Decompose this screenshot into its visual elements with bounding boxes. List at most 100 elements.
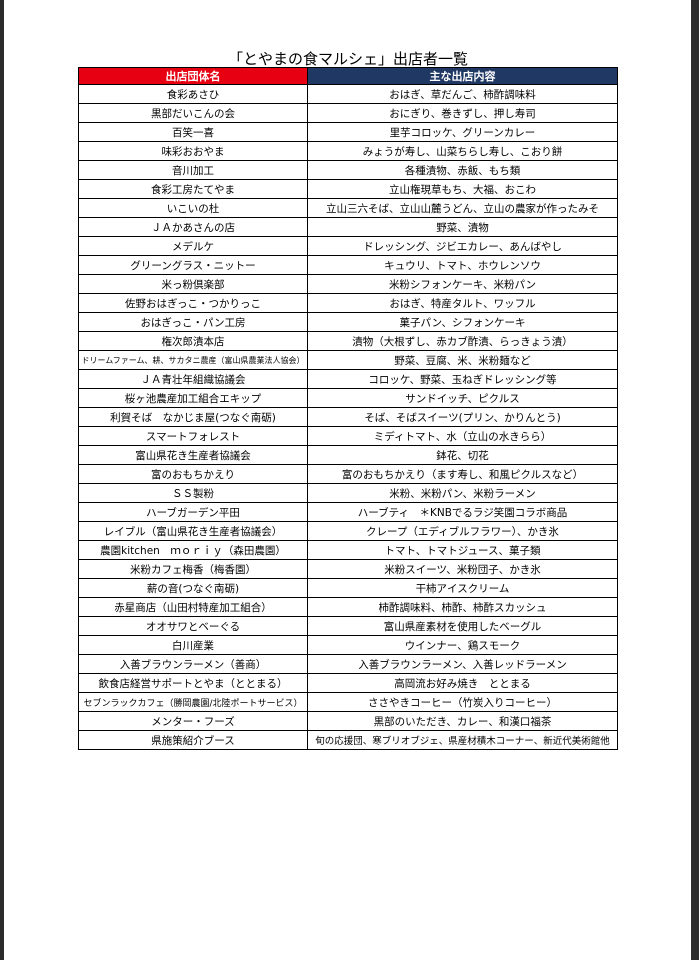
exhibit-content: キュウリ、トマト、ホウレンソウ [307, 255, 618, 275]
exhibit-content: ドレッシング、ジビエカレー、あんばやし [307, 236, 618, 256]
exhibit-content: 里芋コロッケ、グリーンカレー [307, 122, 618, 142]
exhibitor-name: おはぎっこ・パン工房 [78, 312, 308, 332]
exhibitor-name: ハーブガーデン平田 [78, 502, 308, 522]
table-row: 農園kitchen ｍｏｒｉｙ（森田農園） トマト、トマトジュース、菓子類 [78, 540, 618, 560]
table-row: ＪＡ青壮年組織協議会 コロッケ、野菜、玉ねぎドレッシング等 [78, 369, 618, 389]
table-row: 飲食店経営サポートとやま（ととまる） 高岡流お好み焼き ととまる [78, 673, 618, 693]
exhibitor-name: ＪＡかあさんの店 [78, 217, 308, 237]
exhibit-content: 野菜、漬物 [307, 217, 618, 237]
exhibitor-name: 百笑一喜 [78, 122, 308, 142]
exhibitor-name: 黒部だいこんの会 [78, 103, 308, 123]
header-cell: 出店団体名 [78, 67, 308, 85]
exhibit-content: 米粉スイーツ、米粉団子、かき氷 [307, 559, 618, 579]
exhibitor-name: 赤星商店（山田村特産加工組合） [78, 597, 308, 617]
exhibitor-name: 県施策紹介ブース [78, 730, 308, 750]
table-row: 富山県花き生産者協議会 鉢花、切花 [78, 445, 618, 465]
exhibitor-name: 味彩おおやま [78, 141, 308, 161]
table-row: ドリームファーム、耕、サカタニ農産（富山県農業法人協会） 野菜、豆腐、米、米粉麺な… [78, 350, 618, 370]
exhibit-content: 富山県産素材を使用したベーグル [307, 616, 618, 636]
exhibitor-name: 食彩あさひ [78, 84, 308, 104]
exhibitor-name: メデルケ [78, 236, 308, 256]
exhibitor-name: ＳＳ製粉 [78, 483, 308, 503]
exhibit-content: 漬物（大根ずし、赤カブ酢漬、らっきょう漬） [307, 331, 618, 351]
exhibitor-name: 桜ヶ池農産加工組合エキップ [78, 388, 308, 408]
table-row: いこいの杜 立山三六そば、立山山麓うどん、立山の農家が作ったみそ [78, 198, 618, 218]
exhibit-content: 立山権現草もち、大福、おこわ [307, 179, 618, 199]
exhibit-content: ハーブティ ＊KNBでるラジ笑園コラボ商品 [307, 502, 618, 522]
table-row: 音川加工 各種漬物、赤飯、もち類 [78, 160, 618, 180]
exhibitor-name: 富山県花き生産者協議会 [78, 445, 308, 465]
exhibitor-name: ドリームファーム、耕、サカタニ農産（富山県農業法人協会） [78, 350, 308, 370]
table-row: 味彩おおやま みょうが寿し、山菜ちらし寿し、こおり餅 [78, 141, 618, 161]
document-title: 「とやまの食マルシェ」出店者一覧 [227, 50, 468, 68]
page-edge [691, 0, 699, 960]
table-row: 富のおもちかえり 富のおもちかえり（ます寿し、和風ピクルスなど） [78, 464, 618, 484]
exhibitor-name: 音川加工 [78, 160, 308, 180]
exhibit-content: クレープ（エディブルフラワー）、かき氷 [307, 521, 618, 541]
table-row: 佐野おはぎっこ・つかりっこ おはぎ、特産タルト、ワッフル [78, 293, 618, 313]
exhibitor-name: メンター・フーズ [78, 711, 308, 731]
table-row: セブンラックカフェ（勝岡農園/北陸ポートサービス） ささやきコーヒー（竹炭入りコー… [78, 692, 618, 712]
table-header: 出店団体名 主な出店内容 [78, 67, 618, 85]
exhibitor-name: グリーングラス・ニットー [78, 255, 308, 275]
exhibit-content: そば、そばスイーツ(プリン、かりんとう) [307, 407, 618, 427]
table-row: レイブル（富山県花き生産者協議会） クレープ（エディブルフラワー）、かき氷 [78, 521, 618, 541]
exhibit-content: 柿酢調味料、柿酢、柿酢スカッシュ [307, 597, 618, 617]
exhibit-content: 米粉、米粉パン、米粉ラーメン [307, 483, 618, 503]
exhibit-content: 米粉シフォンケーキ、米粉パン [307, 274, 618, 294]
exhibit-content: ウインナー、鶏スモーク [307, 635, 618, 655]
table-row: 赤星商店（山田村特産加工組合） 柿酢調味料、柿酢、柿酢スカッシュ [78, 597, 618, 617]
exhibit-content: 野菜、豆腐、米、米粉麺など [307, 350, 618, 370]
table-row: ＪＡかあさんの店 野菜、漬物 [78, 217, 618, 237]
table-row: 桜ヶ池農産加工組合エキップ サンドイッチ、ピクルス [78, 388, 618, 408]
table-row: おはぎっこ・パン工房 菓子パン、シフォンケーキ [78, 312, 618, 332]
exhibit-content: 各種漬物、赤飯、もち類 [307, 160, 618, 180]
exhibit-content: コロッケ、野菜、玉ねぎドレッシング等 [307, 369, 618, 389]
exhibitor-name: 米粉カフェ梅香（梅香園） [78, 559, 308, 579]
table-row: オオサワとベーぐる 富山県産素材を使用したベーグル [78, 616, 618, 636]
exhibit-content: 菓子パン、シフォンケーキ [307, 312, 618, 332]
exhibitor-name: いこいの杜 [78, 198, 308, 218]
exhibit-content: おはぎ、草だんご、柿酢調味料 [307, 84, 618, 104]
exhibitor-name: スマートフォレスト [78, 426, 308, 446]
exhibitor-name: 薪の音(つなぐ南砺) [78, 578, 308, 598]
exhibit-content: 黒部のいただき、カレー、和漢口福茶 [307, 711, 618, 731]
exhibit-content: おはぎ、特産タルト、ワッフル [307, 293, 618, 313]
exhibitor-name: 権次郎漬本店 [78, 331, 308, 351]
table-row: スマートフォレスト ミディトマト、水（立山の水きらら） [78, 426, 618, 446]
exhibitor-name: レイブル（富山県花き生産者協議会） [78, 521, 308, 541]
table-row: メデルケ ドレッシング、ジビエカレー、あんばやし [78, 236, 618, 256]
table-row: 食彩工房たてやま 立山権現草もち、大福、おこわ [78, 179, 618, 199]
table-row: 百笑一喜 里芋コロッケ、グリーンカレー [78, 122, 618, 142]
exhibit-content: サンドイッチ、ピクルス [307, 388, 618, 408]
exhibitor-name: 佐野おはぎっこ・つかりっこ [78, 293, 308, 313]
table-row: 県施策紹介ブース 旬の応援団、寒ブリオブジェ、県産材積木コーナー、新近代美術館他 [78, 730, 618, 750]
exhibitor-name: 白川産業 [78, 635, 308, 655]
exhibit-content: 富のおもちかえり（ます寿し、和風ピクルスなど） [307, 464, 618, 484]
table-row: メンター・フーズ 黒部のいただき、カレー、和漢口福茶 [78, 711, 618, 731]
exhibitor-name: 米っ粉倶楽部 [78, 274, 308, 294]
exhibit-content: 高岡流お好み焼き ととまる [307, 673, 618, 693]
table-row: 米っ粉倶楽部 米粉シフォンケーキ、米粉パン [78, 274, 618, 294]
table-row: 白川産業 ウインナー、鶏スモーク [78, 635, 618, 655]
exhibitor-name: 農園kitchen ｍｏｒｉｙ（森田農園） [78, 540, 308, 560]
exhibit-content: 干柿アイスクリーム [307, 578, 618, 598]
exhibit-content: みょうが寿し、山菜ちらし寿し、こおり餅 [307, 141, 618, 161]
table-row: 権次郎漬本店 漬物（大根ずし、赤カブ酢漬、らっきょう漬） [78, 331, 618, 351]
table-row: 薪の音(つなぐ南砺) 干柿アイスクリーム [78, 578, 618, 598]
table-row: ハーブガーデン平田 ハーブティ ＊KNBでるラジ笑園コラボ商品 [78, 502, 618, 522]
exhibit-content: 旬の応援団、寒ブリオブジェ、県産材積木コーナー、新近代美術館他 [307, 730, 618, 750]
table-row: 入善ブラウンラーメン（善商） 入善ブラウンラーメン、入善レッドラーメン [78, 654, 618, 674]
exhibitor-name: 食彩工房たてやま [78, 179, 308, 199]
exhibitor-name: 利賀そば なかじま屋(つなぐ南砺) [78, 407, 308, 427]
exhibitor-table: 出店団体名 主な出店内容 食彩あさひ おはぎ、草だんご、柿酢調味料 黒部だいこんの会お… [78, 67, 618, 750]
exhibitor-name: セブンラックカフェ（勝岡農園/北陸ポートサービス） [78, 692, 308, 712]
table-row: グリーングラス・ニットー キュウリ、トマト、ホウレンソウ [78, 255, 618, 275]
exhibit-content: おにぎり、巻きずし、押し寿司 [307, 103, 618, 123]
table-row: ＳＳ製粉 米粉、米粉パン、米粉ラーメン [78, 483, 618, 503]
exhibit-content: ささやきコーヒー（竹炭入りコーヒー） [307, 692, 618, 712]
exhibit-content: ミディトマト、水（立山の水きらら） [307, 426, 618, 446]
exhibit-content: 立山三六そば、立山山麓うどん、立山の農家が作ったみそ [307, 198, 618, 218]
exhibitor-name: オオサワとベーぐる [78, 616, 308, 636]
table-row: 食彩あさひ おはぎ、草だんご、柿酢調味料 [78, 84, 618, 104]
